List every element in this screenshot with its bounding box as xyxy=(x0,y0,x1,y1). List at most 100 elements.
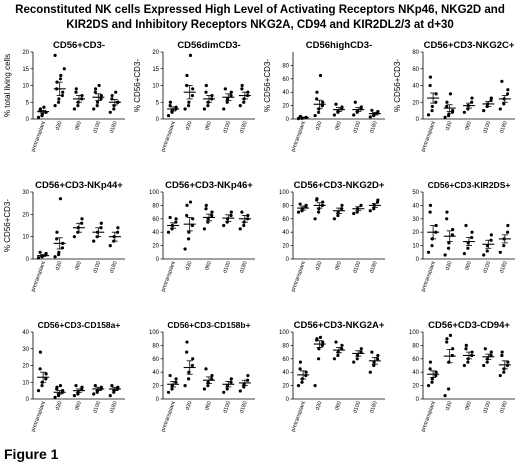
x-tick-label: d180 xyxy=(499,261,509,275)
y-tick-label: 20 xyxy=(282,384,289,390)
data-point xyxy=(116,226,120,230)
y-tick-label: 30 xyxy=(22,347,29,353)
x-tick-label: d100 xyxy=(352,401,362,415)
data-point xyxy=(92,107,96,111)
y-tick-label: 40 xyxy=(282,230,289,236)
data-point xyxy=(186,237,191,241)
data-point xyxy=(99,93,103,98)
data-point xyxy=(428,360,433,364)
data-point xyxy=(223,87,227,91)
chart-svg: CD56+CD3-NKG2A+ 0 20 40 60 80 100 pretransplant… xyxy=(279,320,385,433)
chart-panel-1: CD56+CD3- 0 5 10 15 20 % total living cells pre… xyxy=(3,38,130,158)
data-point xyxy=(370,350,374,354)
data-point xyxy=(505,92,510,96)
data-point xyxy=(359,203,363,207)
data-point xyxy=(443,394,447,398)
data-point xyxy=(313,114,317,118)
data-point xyxy=(482,363,486,368)
data-point xyxy=(246,373,250,378)
data-point xyxy=(229,210,233,214)
data-point xyxy=(58,77,63,81)
data-point xyxy=(80,217,84,221)
y-tick-label: 80 xyxy=(282,203,289,209)
x-tick-label: pretransplant xyxy=(420,260,437,293)
data-point xyxy=(313,217,317,221)
data-point xyxy=(498,107,502,111)
data-point xyxy=(185,340,189,344)
x-tick-label: d60 xyxy=(334,121,343,132)
data-point xyxy=(332,357,336,361)
data-point xyxy=(204,203,208,207)
data-point xyxy=(505,230,510,234)
data-point xyxy=(352,211,356,216)
chart-panel-9: CD56+CD3-CD158a+ 0 10 20 30 40 pretransplant d3… xyxy=(3,318,130,438)
x-tick-label: d100 xyxy=(352,121,362,135)
y-tick-label: 20 xyxy=(282,104,289,110)
y-tick-label: 20 xyxy=(412,230,419,236)
data-point xyxy=(183,384,187,388)
data-point xyxy=(485,249,489,253)
figure-label: Figure 1 xyxy=(4,446,59,462)
data-point xyxy=(210,213,214,218)
chart-panel-3: CD56highCD3- 0 20 40 60 80 % CD56+CD3- pretrans… xyxy=(263,38,390,158)
data-point xyxy=(502,244,506,248)
data-point xyxy=(430,104,434,109)
data-point xyxy=(240,83,244,88)
data-point xyxy=(191,217,195,221)
x-tick-label: d100 xyxy=(352,261,362,275)
data-point xyxy=(72,107,76,111)
data-point xyxy=(298,360,303,364)
data-point xyxy=(202,227,206,231)
y-tick-label: 40 xyxy=(152,230,159,236)
chart-svg: CD56highCD3- 0 20 40 60 80 % CD56+CD3- pretrans… xyxy=(263,40,385,153)
y-tick-label: 0 xyxy=(26,397,30,403)
data-point xyxy=(340,343,344,347)
data-point xyxy=(225,100,229,104)
data-point xyxy=(376,198,380,202)
x-tick-label: pretransplant xyxy=(420,400,437,433)
x-tick-label: d180 xyxy=(369,401,379,415)
x-tick-label: d100 xyxy=(222,261,232,275)
y-tick-label: 20 xyxy=(22,50,29,56)
data-point xyxy=(99,97,103,101)
data-point xyxy=(110,384,114,388)
y-axis-label: % CD56+CD3- xyxy=(393,59,402,112)
data-point xyxy=(202,107,206,111)
y-tick-label: 80 xyxy=(152,203,159,209)
data-point xyxy=(222,107,226,111)
data-point xyxy=(93,90,97,94)
y-tick-label: 50 xyxy=(412,190,419,196)
data-point xyxy=(445,210,449,214)
x-tick-label: d60 xyxy=(464,121,473,132)
data-point xyxy=(336,213,340,218)
y-tick-label: 10 xyxy=(152,84,159,90)
data-point xyxy=(74,384,78,388)
data-point xyxy=(168,100,173,104)
data-point xyxy=(174,105,178,109)
data-point xyxy=(430,377,434,381)
y-tick-label: 40 xyxy=(412,84,419,90)
data-point xyxy=(229,213,233,218)
data-point xyxy=(368,115,372,119)
data-point xyxy=(246,213,250,218)
data-point xyxy=(340,207,344,211)
y-tick-label: 40 xyxy=(152,370,159,376)
data-point xyxy=(445,217,449,221)
data-point xyxy=(462,363,466,368)
data-point xyxy=(296,384,301,388)
y-tick-label: 20 xyxy=(22,212,29,218)
data-point xyxy=(53,395,57,399)
data-point xyxy=(222,390,226,394)
data-point xyxy=(186,104,191,108)
data-point xyxy=(445,337,449,341)
y-tick-label: 80 xyxy=(282,63,289,69)
chart-panel-11: CD56+CD3-NKG2A+ 0 20 40 60 80 100 pretransplant… xyxy=(263,318,390,438)
data-point xyxy=(190,93,194,98)
data-point xyxy=(315,90,319,94)
data-point xyxy=(55,385,59,389)
data-point xyxy=(502,370,506,374)
panel-title: CD56+CD3-CD94+ xyxy=(428,320,510,331)
data-point xyxy=(38,250,42,254)
data-point xyxy=(375,357,380,361)
data-point xyxy=(502,102,506,106)
